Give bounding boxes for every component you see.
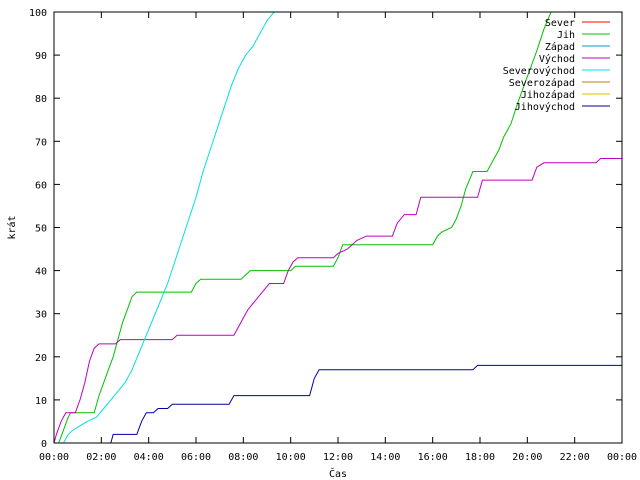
- x-tick-label: 20:00: [512, 452, 542, 463]
- legend: SeverJihZápadVýchodSeverovýchodSeverozáp…: [503, 18, 610, 113]
- y-tick-label: 30: [35, 310, 47, 321]
- legend-label-4: Severovýchod: [503, 65, 575, 77]
- legend-label-3: Východ: [539, 53, 575, 65]
- y-tick-label: 90: [35, 51, 47, 62]
- y-tick-label: 20: [35, 353, 47, 364]
- y-tick-label: 100: [29, 8, 47, 19]
- axis-ticks: 0 10 20 30 40 50 60 70 80 90 100 00:00 02:00 04:00 06:…: [29, 8, 637, 463]
- x-tick-label: 22:00: [560, 452, 590, 463]
- legend-label-1: Jih: [557, 30, 575, 41]
- x-tick-label: 00:00: [607, 452, 637, 463]
- y-tick-label: 60: [35, 180, 47, 191]
- x-tick-label: 08:00: [228, 452, 258, 463]
- series-line-4: [54, 12, 275, 443]
- y-tick-label: 80: [35, 94, 47, 105]
- series-line-1: [54, 12, 552, 443]
- legend-label-0: Sever: [545, 18, 575, 29]
- x-tick-label: 12:00: [323, 452, 353, 463]
- series-line-7: [110, 364, 622, 443]
- x-tick-label: 10:00: [276, 452, 306, 463]
- x-tick-label: 16:00: [418, 452, 448, 463]
- x-tick-label: 14:00: [370, 452, 400, 463]
- y-tick-label: 50: [35, 224, 47, 235]
- x-tick-label: 00:00: [39, 452, 69, 463]
- legend-label-6: Jihozápad: [521, 89, 575, 101]
- y-tick-label: 40: [35, 267, 47, 278]
- y-axis-label: krát: [6, 215, 18, 239]
- series-layer: [54, 12, 622, 443]
- legend-label-7: Jihovýchod: [515, 101, 575, 113]
- y-tick-label: 70: [35, 137, 47, 148]
- x-tick-label: 18:00: [465, 452, 495, 463]
- x-tick-label: 02:00: [86, 452, 116, 463]
- legend-label-5: Severozápad: [509, 77, 575, 89]
- y-tick-label: 0: [41, 439, 47, 450]
- series-line-3: [54, 158, 622, 443]
- x-tick-label: 06:00: [181, 452, 211, 463]
- legend-label-2: Západ: [545, 41, 575, 53]
- y-tick-label: 10: [35, 396, 47, 407]
- x-axis-label: Čas: [329, 467, 347, 480]
- x-tick-label: 04:00: [134, 452, 164, 463]
